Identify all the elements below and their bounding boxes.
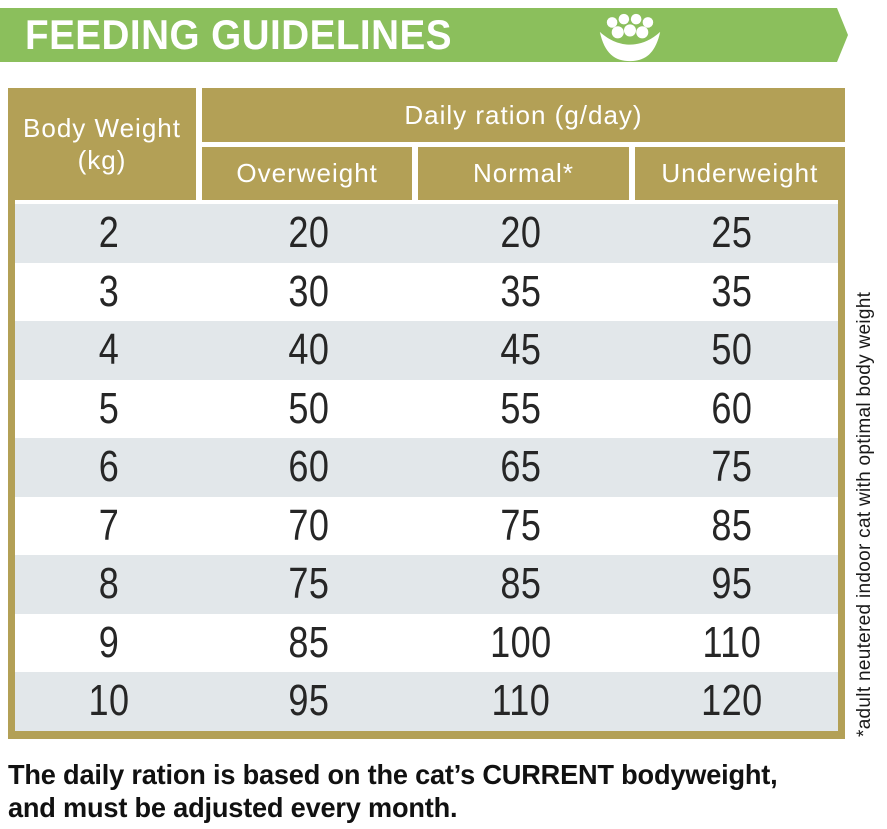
normal-ration: 20 [500, 208, 541, 257]
column-header-overweight: Overweight [202, 147, 413, 200]
bottom-note-line1: The daily ration is based on the cat’s C… [8, 759, 778, 790]
overweight-ration: 30 [288, 266, 330, 316]
overweight-ration: 20 [288, 208, 330, 257]
table-row: 7 70 75 85 [15, 496, 838, 555]
body-weight-value: 5 [98, 383, 120, 433]
feeding-table-body: 2 20 20 25 3 30 35 35 4 40 45 50 5 50 55 [15, 204, 838, 731]
body-weight-value: 6 [98, 442, 120, 491]
normal-ration: 55 [500, 383, 541, 433]
body-weight-header: Body Weight (kg) [8, 88, 196, 200]
table-row: 5 50 55 60 [15, 379, 838, 438]
bottom-note-line2: and must be adjusted every month. [8, 792, 458, 824]
feeding-guidelines-banner: FEEDING GUIDELINES [0, 8, 848, 62]
underweight-ration: 50 [711, 325, 753, 374]
normal-ration: 110 [491, 676, 550, 725]
overweight-ration: 75 [288, 559, 330, 608]
normal-ration: 45 [500, 325, 541, 374]
table-row: 10 95 110 120 [15, 672, 838, 731]
food-bowl-icon [597, 11, 663, 69]
body-weight-value: 8 [98, 559, 120, 608]
overweight-ration: 60 [288, 442, 330, 491]
normal-ration: 35 [500, 266, 541, 316]
table-row: 9 85 100 110 [15, 613, 838, 672]
overweight-ration: 95 [288, 676, 330, 725]
bottom-note: The daily ration is based on the cat’s C… [8, 758, 778, 824]
underweight-ration: 95 [711, 559, 753, 608]
feeding-table-header: Body Weight (kg) Daily ration (g/day) Ov… [8, 88, 845, 200]
table-row: 4 40 45 50 [15, 321, 838, 380]
body-weight-value: 3 [98, 266, 120, 316]
table-row: 6 60 65 75 [15, 438, 838, 497]
feeding-table: Body Weight (kg) Daily ration (g/day) Ov… [8, 88, 845, 739]
underweight-ration: 60 [711, 383, 753, 433]
underweight-ration: 35 [711, 266, 753, 316]
body-weight-value: 4 [98, 325, 120, 374]
asterisk-footnote: *adult neutered indoor cat with optimal … [854, 291, 875, 737]
underweight-ration: 75 [711, 442, 753, 491]
normal-ration: 85 [500, 559, 541, 608]
normal-ration: 100 [489, 617, 552, 667]
normal-ration: 75 [500, 500, 541, 550]
body-weight-value: 10 [88, 676, 130, 725]
underweight-ration: 25 [711, 208, 753, 257]
banner-title: FEEDING GUIDELINES [25, 11, 452, 58]
table-row: 3 30 35 35 [15, 262, 838, 321]
daily-ration-header: Daily ration (g/day) [202, 88, 845, 142]
underweight-ration: 110 [702, 617, 762, 667]
body-weight-value: 2 [98, 208, 120, 257]
overweight-ration: 70 [288, 500, 330, 550]
column-header-normal: Normal* [418, 147, 629, 200]
overweight-ration: 40 [288, 325, 330, 374]
body-weight-value: 9 [98, 617, 120, 667]
underweight-ration: 85 [711, 500, 753, 550]
normal-ration: 65 [500, 442, 541, 491]
table-row: 2 20 20 25 [15, 204, 838, 263]
overweight-ration: 50 [288, 383, 330, 433]
overweight-ration: 85 [288, 617, 330, 667]
table-row: 8 75 85 95 [15, 555, 838, 614]
column-header-underweight: Underweight [634, 147, 845, 200]
underweight-ration: 120 [701, 676, 763, 725]
body-weight-value: 7 [98, 500, 120, 550]
